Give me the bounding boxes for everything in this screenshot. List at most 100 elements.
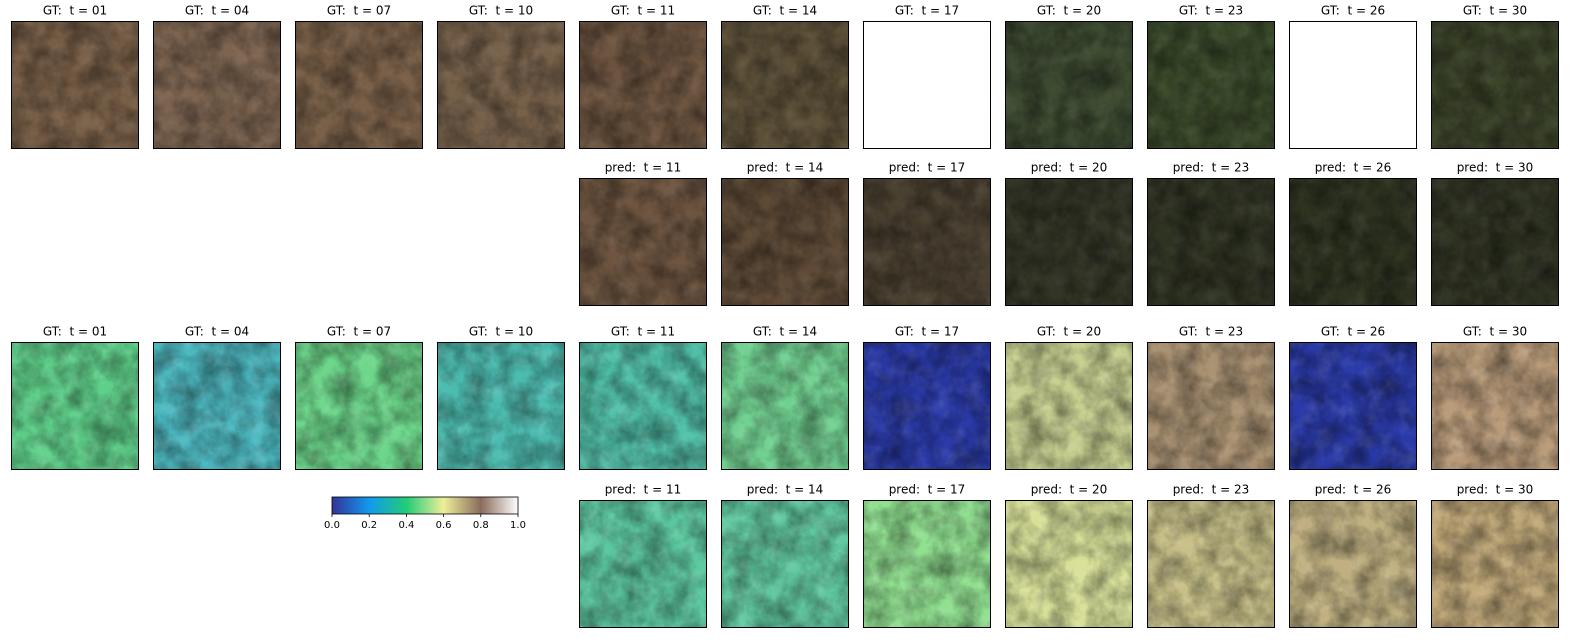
image-texture (1289, 500, 1417, 628)
panel-frame (1147, 178, 1275, 306)
panel-title: pred: t = 23 (1173, 483, 1250, 497)
panel-frame (1431, 178, 1559, 306)
panel-title: pred: t = 11 (605, 483, 682, 497)
panel-frame (1431, 500, 1559, 628)
panel-frame (437, 342, 565, 470)
panel-frame (721, 342, 849, 470)
panel-frame (1005, 500, 1133, 628)
tick-label: 0.0 (324, 520, 340, 531)
panel-title: GT: t = 10 (469, 4, 533, 18)
panel-title: GT: t = 26 (1321, 4, 1385, 18)
panel-title: GT: t = 20 (1037, 4, 1101, 18)
colorbar (331, 496, 519, 515)
tick-label: 0.6 (436, 520, 452, 531)
image-texture (153, 342, 281, 470)
image-texture (721, 342, 849, 470)
panel-frame (579, 342, 707, 470)
panel-frame (437, 21, 565, 149)
panel-title: GT: t = 26 (1321, 325, 1385, 339)
panel-frame (863, 500, 991, 628)
panel-title: GT: t = 11 (611, 325, 675, 339)
panel-title: GT: t = 17 (895, 4, 959, 18)
panel-title: pred: t = 30 (1457, 161, 1534, 175)
panel-title: GT: t = 04 (185, 4, 249, 18)
image-texture (863, 500, 991, 628)
image-texture (721, 21, 849, 149)
image-texture (863, 342, 991, 470)
image-texture (1431, 342, 1559, 470)
image-texture (1005, 342, 1133, 470)
image-texture (579, 500, 707, 628)
panel-title: pred: t = 26 (1315, 483, 1392, 497)
panel-frame (1147, 500, 1275, 628)
tick-label: 0.8 (473, 520, 489, 531)
panel-title: GT: t = 01 (43, 325, 107, 339)
image-texture (1431, 178, 1559, 306)
panel-title: pred: t = 30 (1457, 483, 1534, 497)
panel-title: GT: t = 10 (469, 325, 533, 339)
panel-title: pred: t = 17 (889, 483, 966, 497)
panel-title: GT: t = 17 (895, 325, 959, 339)
tick-label: 1.0 (510, 520, 526, 531)
panel-frame (579, 21, 707, 149)
panel-frame (1147, 21, 1275, 149)
panel-frame (1289, 500, 1417, 628)
panel-title: pred: t = 23 (1173, 161, 1250, 175)
panel-title: pred: t = 17 (889, 161, 966, 175)
panel-image (863, 21, 991, 149)
panel-frame (1289, 342, 1417, 470)
panel-frame (1289, 21, 1417, 149)
panel-title: pred: t = 14 (747, 483, 824, 497)
panel-frame (11, 21, 139, 149)
image-texture (1005, 500, 1133, 628)
panel-image (1289, 21, 1417, 149)
panel-title: pred: t = 14 (747, 161, 824, 175)
panel-title: GT: t = 23 (1179, 325, 1243, 339)
panel-title: GT: t = 14 (753, 4, 817, 18)
panel-title: GT: t = 30 (1463, 4, 1527, 18)
panel-frame (1005, 178, 1133, 306)
panel-frame (863, 342, 991, 470)
panel-frame (721, 21, 849, 149)
panel-frame (295, 21, 423, 149)
panel-frame (579, 178, 707, 306)
image-texture (1289, 178, 1417, 306)
image-texture (11, 21, 139, 149)
tick-label: 0.4 (398, 520, 414, 531)
panel-title: pred: t = 20 (1031, 483, 1108, 497)
image-texture (1431, 500, 1559, 628)
panel-frame (721, 178, 849, 306)
panel-frame (1005, 21, 1133, 149)
panel-frame (1147, 342, 1275, 470)
panel-frame (11, 342, 139, 470)
panel-title: pred: t = 20 (1031, 161, 1108, 175)
panel-frame (721, 500, 849, 628)
panel-frame (295, 342, 423, 470)
panel-title: GT: t = 14 (753, 325, 817, 339)
image-texture (579, 21, 707, 149)
panel-title: GT: t = 07 (327, 325, 391, 339)
image-texture (295, 21, 423, 149)
image-texture (1289, 342, 1417, 470)
panel-title: GT: t = 07 (327, 4, 391, 18)
panel-frame (1005, 342, 1133, 470)
tick-label: 0.2 (361, 520, 377, 531)
image-texture (579, 178, 707, 306)
panel-frame (153, 21, 281, 149)
panel-frame (1431, 342, 1559, 470)
image-texture (437, 21, 565, 149)
panel-title: GT: t = 20 (1037, 325, 1101, 339)
panel-title: GT: t = 23 (1179, 4, 1243, 18)
image-texture (579, 342, 707, 470)
image-texture (153, 21, 281, 149)
panel-frame (863, 21, 991, 149)
image-texture (1147, 500, 1275, 628)
panel-frame (863, 178, 991, 306)
panel-frame (153, 342, 281, 470)
image-texture (721, 500, 849, 628)
image-texture (295, 342, 423, 470)
panel-title: GT: t = 01 (43, 4, 107, 18)
image-texture (437, 342, 565, 470)
image-texture (1147, 21, 1275, 149)
